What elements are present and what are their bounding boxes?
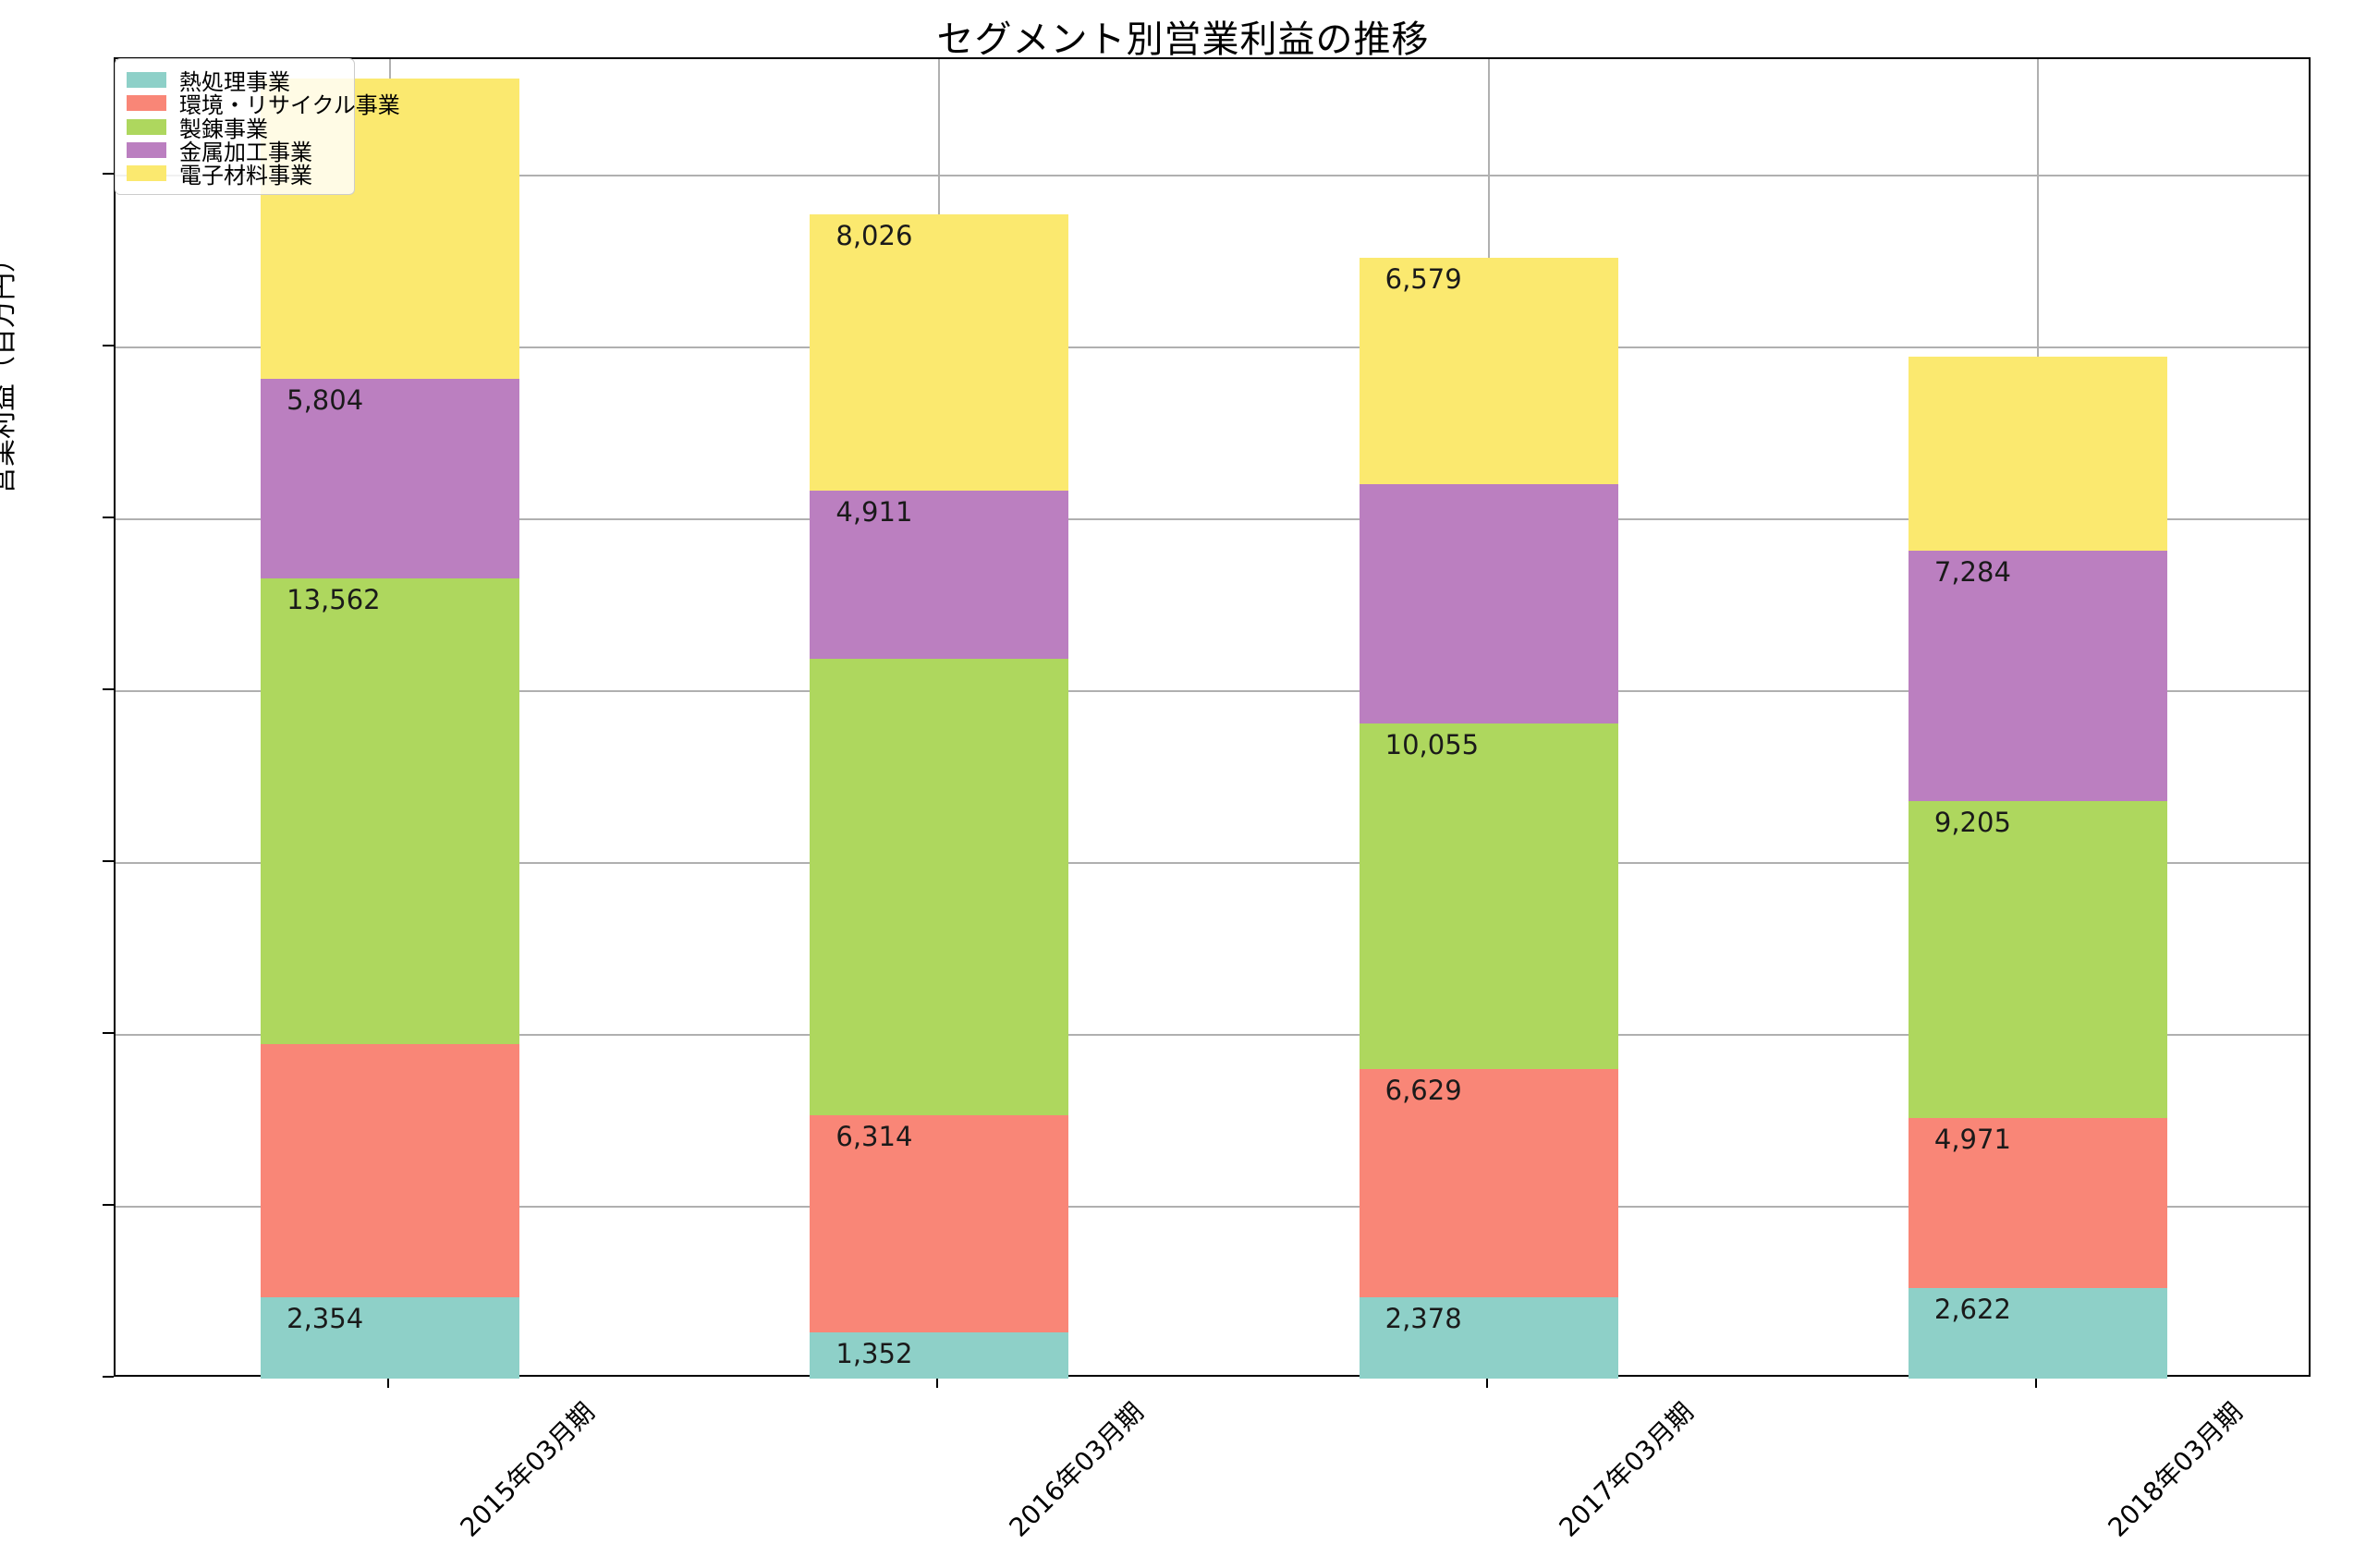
y-tick-mark xyxy=(103,688,114,691)
gridline-horizontal xyxy=(116,1034,2309,1037)
bar-value-label: 2,378 xyxy=(1384,1302,1462,1334)
bar-segment[interactable] xyxy=(261,1297,520,1379)
x-tick-label[interactable]: 2018年03月期 xyxy=(2102,1396,2249,1543)
legend-item-4[interactable]: 金属加工事業 xyxy=(127,139,343,165)
y-tick-mark xyxy=(103,860,114,863)
y-tick-mark xyxy=(103,1376,114,1378)
legend-item-label: 環境・リサイクル事業 xyxy=(179,92,400,119)
legend[interactable]: 熱処理事業 環境・リサイクル事業 製錬事業 金属加工事業 電子材料事業 xyxy=(115,58,400,195)
bar-segment[interactable] xyxy=(810,1114,1069,1332)
bar-segment[interactable] xyxy=(1908,801,2167,1118)
y-tick-mark xyxy=(103,345,114,347)
bar-segment[interactable] xyxy=(261,378,520,578)
gridline-horizontal xyxy=(116,1206,2309,1209)
bar-value-label: 2,622 xyxy=(1933,1294,2011,1326)
y-tick-mark xyxy=(103,1204,114,1207)
x-tick-label[interactable]: 2015年03月期 xyxy=(454,1396,601,1543)
x-tick-mark xyxy=(1485,1377,1488,1388)
legend-swatch-icon xyxy=(127,141,166,158)
legend-item-5[interactable]: 電子材料事業 xyxy=(127,162,343,188)
bar-segment[interactable] xyxy=(810,490,1069,660)
bar-value-label: 13,562 xyxy=(287,583,381,615)
y-axis-title: 営業利益（百万円） xyxy=(0,245,19,494)
bar-segment[interactable] xyxy=(1908,1117,2167,1289)
legend-item-label: 熱処理事業 xyxy=(179,69,290,95)
bar-value-label: 1,352 xyxy=(835,1337,913,1369)
legend-swatch-icon xyxy=(127,95,166,112)
gridline-horizontal xyxy=(116,862,2309,865)
y-tick-mark xyxy=(103,1032,114,1035)
bar-value-label: 6,579 xyxy=(1384,262,1462,295)
bar-value-label: 6,314 xyxy=(835,1120,913,1152)
legend-item-2[interactable]: 環境・リサイクル事業 xyxy=(127,91,400,118)
bar-value-label: 6,629 xyxy=(1384,1075,1462,1107)
bar-segment[interactable] xyxy=(261,577,520,1045)
gridline-horizontal xyxy=(116,690,2309,693)
legend-item-1[interactable]: 熱処理事業 xyxy=(127,68,343,95)
bar-value-label: 7,284 xyxy=(1933,556,2011,589)
bar-value-label: 4,971 xyxy=(1933,1123,2011,1155)
x-tick-mark xyxy=(936,1377,939,1388)
bar-segment[interactable] xyxy=(1359,483,1618,724)
x-tick-label[interactable]: 2017年03月期 xyxy=(1553,1396,1700,1543)
bar-segment[interactable] xyxy=(1359,1296,1618,1379)
bar-value-label: 2,354 xyxy=(287,1303,364,1335)
legend-item-label: 電子材料事業 xyxy=(179,163,312,188)
legend-swatch-icon xyxy=(127,118,166,135)
plot-area: 2,354 13,562 5,804 1,352 6,314 4,911 8,026 2,37… xyxy=(114,57,2311,1379)
bar-segment[interactable] xyxy=(810,1331,1069,1379)
page-title: セグメント別営業利益の推移 xyxy=(936,18,1430,61)
x-tick-label[interactable]: 2016年03月期 xyxy=(1003,1396,1151,1543)
gridline-horizontal xyxy=(116,175,2309,177)
x-tick-mark xyxy=(387,1377,390,1388)
gridline-horizontal xyxy=(116,518,2309,521)
bar-segment[interactable] xyxy=(1359,257,1618,484)
legend-swatch-icon xyxy=(127,72,166,88)
x-tick-mark xyxy=(2034,1377,2037,1388)
bar-segment[interactable] xyxy=(810,659,1069,1115)
legend-swatch-icon xyxy=(127,165,166,181)
bar-segment[interactable] xyxy=(261,1044,520,1298)
bar-segment[interactable] xyxy=(1908,357,2167,552)
legend-item-3[interactable]: 製錬事業 xyxy=(127,115,343,142)
y-tick-mark xyxy=(103,173,114,176)
bar-value-label: 8,026 xyxy=(835,220,913,252)
bar-value-label: 5,804 xyxy=(287,383,364,416)
bar-value-label: 10,055 xyxy=(1384,729,1480,761)
bar-value-label: 9,205 xyxy=(1933,807,2011,839)
bar-segment[interactable] xyxy=(810,214,1069,491)
y-tick-mark xyxy=(103,517,114,519)
bar-segment[interactable] xyxy=(1908,1288,2167,1379)
bar-segment[interactable] xyxy=(1359,1069,1618,1297)
bar-segment[interactable] xyxy=(1908,551,2167,802)
bar-value-label: 4,911 xyxy=(835,495,913,528)
bar-segment[interactable] xyxy=(1359,723,1618,1070)
gridline-horizontal xyxy=(116,346,2309,349)
legend-item-label: 金属加工事業 xyxy=(179,139,312,165)
legend-item-label: 製錬事業 xyxy=(179,115,268,142)
